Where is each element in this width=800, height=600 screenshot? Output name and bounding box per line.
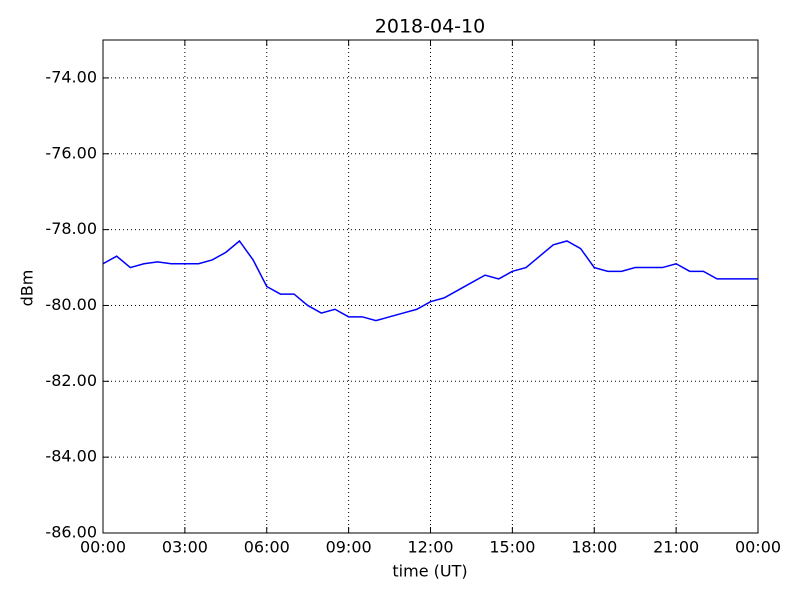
- chart-title: 2018-04-10: [375, 16, 485, 38]
- y-tick-label: -78.00: [45, 219, 97, 238]
- y-tick-label: -84.00: [45, 447, 97, 466]
- x-tick-label: 21:00: [653, 538, 699, 557]
- x-tick-label: 18:00: [571, 538, 617, 557]
- y-tick-label: -82.00: [45, 371, 97, 390]
- y-tick-label: -74.00: [45, 67, 97, 86]
- data-line: [102, 239, 758, 322]
- x-tick-label: 03:00: [162, 538, 208, 557]
- y-tick-label: -76.00: [45, 143, 97, 162]
- x-tick-label: 12:00: [407, 538, 453, 557]
- x-tick-label: 06:00: [244, 538, 290, 557]
- x-tick-label: 15:00: [489, 538, 535, 557]
- y-axis-label: dBm: [18, 270, 37, 307]
- y-tick-label: -86.00: [45, 523, 97, 542]
- x-tick-label: 09:00: [326, 538, 372, 557]
- x-tick-label: 00:00: [80, 538, 126, 557]
- x-axis-label: time (UT): [392, 562, 467, 581]
- x-tick-label: 00:00: [735, 538, 781, 557]
- y-tick-label: -80.00: [45, 295, 97, 314]
- plot-frame: [102, 39, 759, 534]
